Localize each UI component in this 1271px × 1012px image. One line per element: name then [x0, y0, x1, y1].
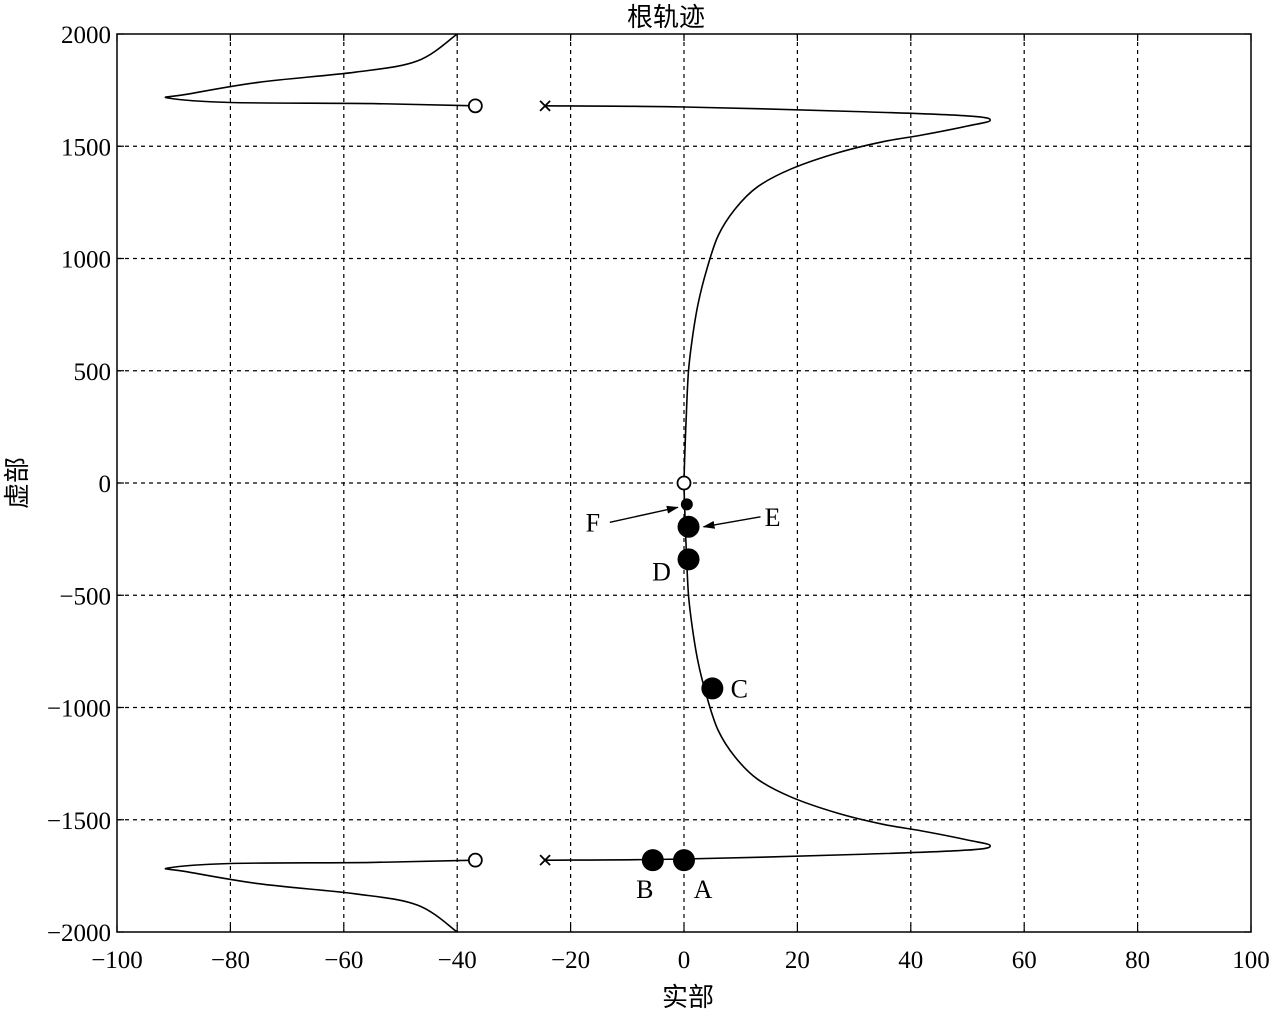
x-tick-labels: −100 −80 −60 −40 −20 0 20 40 60 80 100 [91, 947, 1270, 974]
arrow-annotations [609, 505, 761, 529]
zero-marker [676, 475, 692, 491]
point-label-c: C [731, 674, 748, 703]
arrow-f [609, 505, 679, 524]
locus-branch [545, 482, 992, 861]
y-tick-label: 1000 [61, 247, 111, 274]
x-tick-label: 20 [785, 947, 810, 974]
point-d [677, 548, 700, 571]
locus-branch [164, 33, 476, 107]
point-f [680, 498, 693, 511]
x-axis-label: 实部 [662, 983, 714, 1012]
y-tick-label: −1000 [47, 696, 111, 723]
point-label-d: D [652, 557, 671, 586]
y-axis-label: 虚部 [3, 457, 33, 509]
y-tick-label: −2000 [47, 920, 111, 947]
pole-marker [539, 854, 551, 866]
x-tick-label: −20 [551, 947, 590, 974]
pole-marker [539, 100, 551, 112]
pole-zero-markers [467, 98, 692, 868]
point-label-e: E [765, 503, 781, 532]
locus-branch [164, 859, 476, 933]
y-tick-label: 1500 [61, 134, 111, 161]
x-tick-label: −60 [324, 947, 363, 974]
locus-branch [545, 105, 992, 484]
x-tick-label: −40 [438, 947, 477, 974]
y-tick-label: 500 [74, 359, 112, 386]
chart-title: 根轨迹 [627, 3, 705, 33]
zero-marker [467, 852, 483, 868]
y-tick-label: −500 [59, 583, 111, 610]
x-tick-label: −100 [91, 947, 143, 974]
point-label-f: F [586, 508, 600, 537]
point-c [701, 677, 724, 700]
point-e [677, 515, 700, 538]
y-tick-label: −1500 [47, 808, 111, 835]
highlighted-points: A B C D E F [586, 498, 781, 904]
locus-branches [164, 33, 992, 933]
x-tick-label: 80 [1125, 947, 1150, 974]
y-tick-labels: −2000 −1500 −1000 −500 0 500 1000 1500 2000 [47, 22, 111, 947]
x-tick-label: 60 [1012, 947, 1037, 974]
point-label-b: B [636, 875, 653, 904]
x-tick-label: 40 [898, 947, 923, 974]
x-tick-label: −80 [211, 947, 250, 974]
axis-ticks [116, 33, 1252, 933]
point-label-a: A [694, 875, 713, 904]
grid-lines [117, 34, 1251, 932]
y-tick-label: 2000 [61, 22, 111, 49]
point-b [641, 849, 664, 872]
zero-marker [467, 98, 483, 114]
x-tick-label: 0 [678, 947, 691, 974]
x-tick-label: 100 [1232, 947, 1270, 974]
y-tick-label: 0 [99, 471, 112, 498]
point-a [673, 849, 695, 872]
arrow-e [702, 516, 761, 529]
